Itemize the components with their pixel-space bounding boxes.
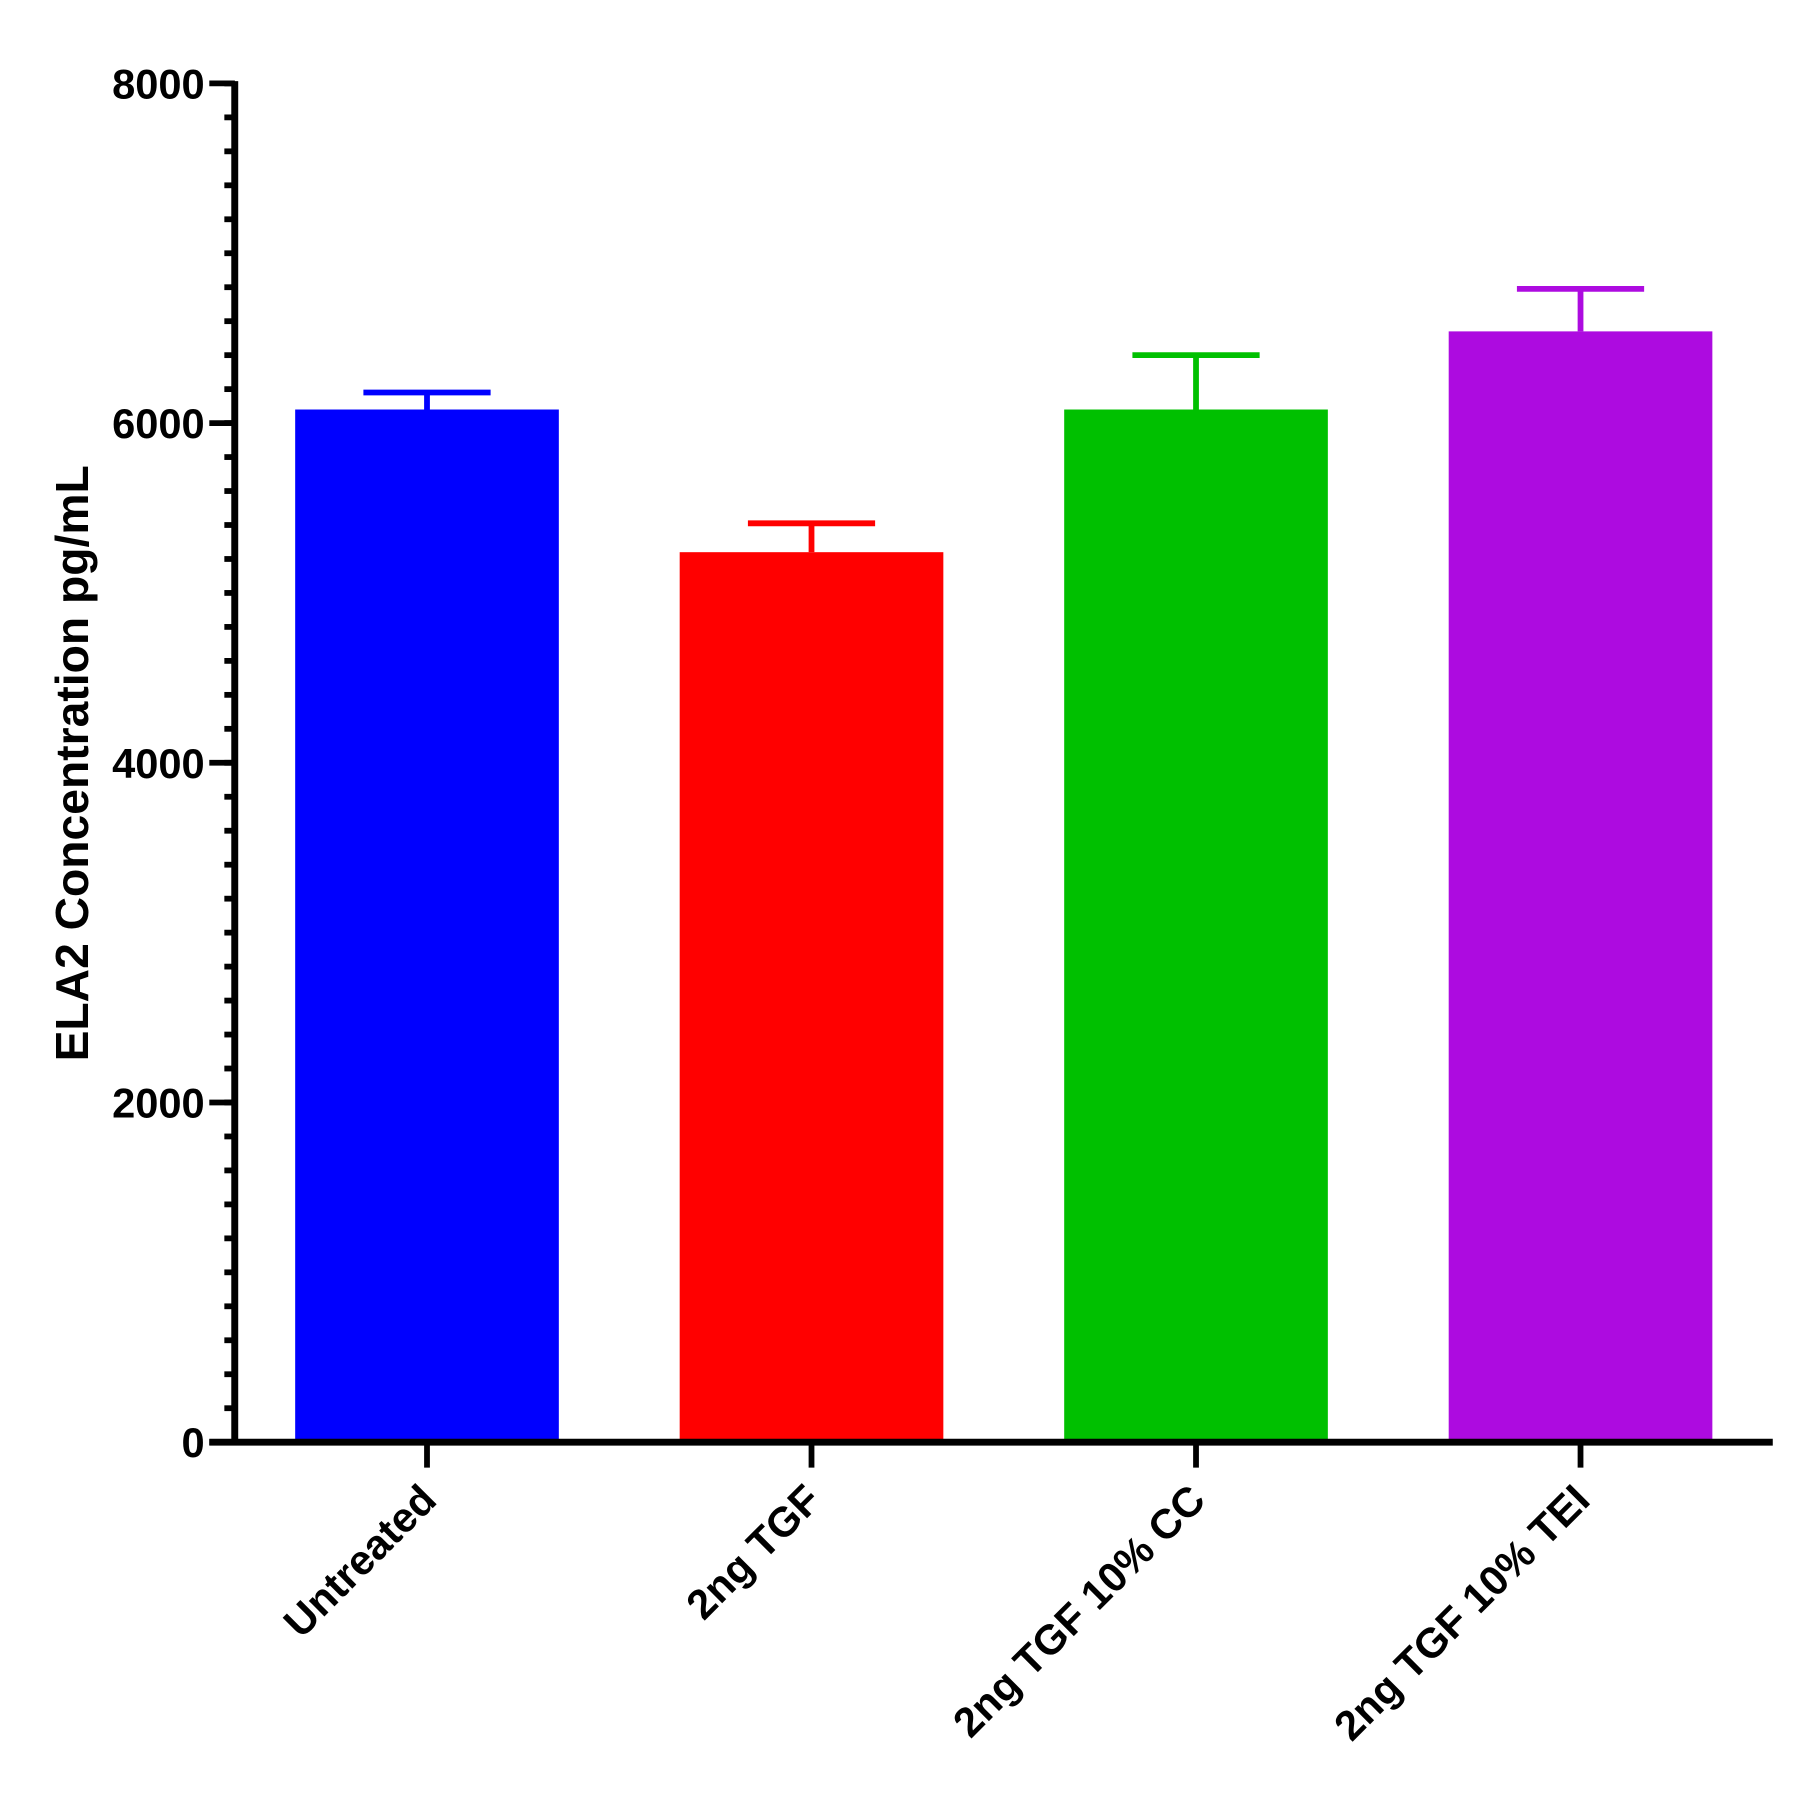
x-tick-label: Untreated (274, 1475, 445, 1646)
y-tick-label: 0 (182, 1419, 205, 1466)
bar (295, 409, 559, 1443)
y-tick-label: 6000 (112, 400, 205, 447)
error-bar (747, 520, 876, 553)
x-tick-label: 2ng TGF 10% CC (944, 1475, 1214, 1745)
error-bar (363, 389, 491, 410)
bar (1448, 331, 1713, 1443)
bar (679, 552, 944, 1443)
bar (1064, 409, 1328, 1443)
x-tick-label: 2ng TGF 10% TEI (1325, 1475, 1599, 1749)
y-tick-label: 8000 (112, 60, 205, 107)
error-bar (1516, 286, 1645, 332)
y-tick-label: 2000 (112, 1080, 205, 1127)
y-axis-label: ELA2 Concentration pg/mL (46, 465, 98, 1061)
y-tick-label: 4000 (112, 740, 205, 787)
x-tick-label: 2ng TGF (677, 1475, 830, 1628)
error-bar (1132, 352, 1260, 410)
